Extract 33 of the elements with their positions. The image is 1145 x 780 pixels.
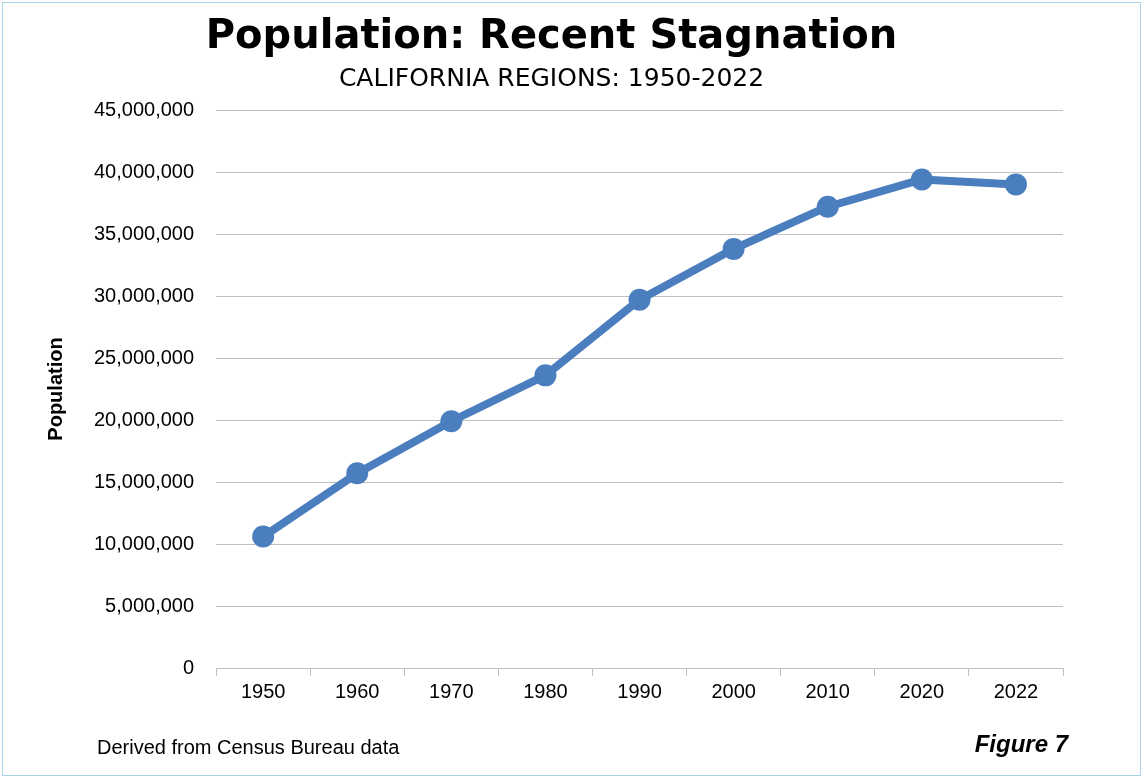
y-tick-label: 45,000,000 [93,97,195,120]
point [816,195,839,218]
y-tick-label: 35,000,000 [93,221,195,244]
y-tick-label: 25,000,000 [93,345,195,368]
x-tick-label: 2022 [993,679,1039,702]
chart-subtitle: CALIFORNIA REGIONS: 1950-2022 [338,62,765,92]
point [910,168,933,191]
text: Derived from Census Bureau data [97,735,401,758]
x-tick-label: 2020 [899,679,945,702]
y-tick-label: 10,000,000 [93,531,195,554]
point [722,237,745,260]
point [440,410,463,433]
y-tick-label: 0 [182,655,195,678]
point [534,364,557,387]
point [346,462,369,485]
x-tick-label: 1960 [335,679,380,702]
point [628,288,651,311]
point [1004,173,1027,196]
y-tick-label: 40,000,000 [93,159,195,182]
y-tick-label: 5,000,000 [105,593,195,616]
y-tick-label: 30,000,000 [93,283,195,306]
x-tick-label: 1950 [240,679,286,702]
y-tick-label: 20,000,000 [93,407,195,430]
chart-title: Population: Recent Stagnation [205,11,898,58]
x-tick-label: 1980 [523,679,568,702]
x-tick-label: 1990 [617,679,662,702]
x-tick-label: 2010 [805,679,850,702]
x-tick-label: 2000 [711,679,756,702]
y-axis-title: Population [43,337,66,441]
caption: Figure 7 [974,729,1070,757]
y-tick-label: 15,000,000 [93,469,195,492]
point [252,525,275,548]
x-tick-label: 1970 [429,679,474,702]
